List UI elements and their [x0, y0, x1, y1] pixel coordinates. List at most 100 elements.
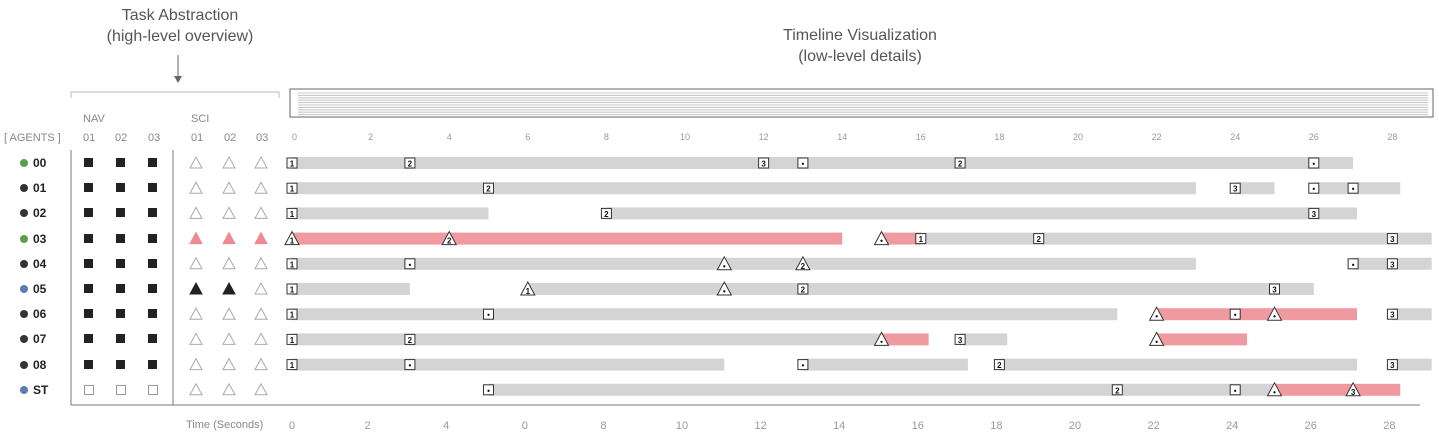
timeline-bar[interactable]: [292, 232, 843, 245]
nav-event-marker[interactable]: 1: [286, 258, 298, 270]
nav-event-marker[interactable]: 1: [286, 207, 298, 219]
nav-event-marker[interactable]: •: [1347, 182, 1359, 194]
nav-event-marker[interactable]: 3: [1386, 308, 1398, 320]
timeline-bar[interactable]: [1156, 308, 1358, 321]
sci-task-triangle: [222, 181, 236, 194]
timeline-bar[interactable]: [292, 358, 725, 371]
agent-label[interactable]: 01: [20, 181, 46, 195]
sci-event-marker[interactable]: •: [716, 255, 733, 271]
timeline-bar[interactable]: [292, 283, 410, 295]
nav-event-marker[interactable]: 1: [286, 182, 298, 194]
nav-event-marker[interactable]: •: [1308, 182, 1320, 194]
timeline-bar[interactable]: [488, 383, 1275, 396]
nav-event-marker[interactable]: 2: [404, 157, 416, 169]
nav-event-marker[interactable]: •: [483, 308, 494, 320]
nav-event-marker[interactable]: 1: [286, 359, 298, 371]
top-tick-label: 2: [368, 132, 373, 142]
nav-event-marker[interactable]: 2: [1033, 233, 1045, 245]
nav-event-marker[interactable]: •: [483, 384, 494, 396]
nav-event-marker[interactable]: •: [1347, 258, 1359, 270]
nav-event-marker[interactable]: 2: [1111, 384, 1123, 396]
timeline-bar[interactable]: [920, 232, 1432, 245]
nav-event-marker[interactable]: •: [404, 258, 416, 270]
nav-event-marker[interactable]: 3: [954, 333, 966, 345]
nav-event-marker[interactable]: 2: [483, 182, 494, 194]
timeline-bar[interactable]: [802, 358, 968, 371]
agent-label[interactable]: ST: [20, 383, 48, 397]
sci-event-marker[interactable]: 1: [519, 280, 536, 296]
timeline-bars: [292, 157, 1432, 396]
marker-triangle: [441, 230, 458, 246]
timeline-bar[interactable]: [1235, 182, 1275, 195]
agent-id: 03: [33, 231, 47, 246]
agent-label[interactable]: 04: [20, 257, 46, 271]
nav-event-marker[interactable]: 1: [915, 233, 927, 245]
nav-event-marker[interactable]: 1: [286, 308, 298, 320]
agent-label[interactable]: 00: [20, 156, 46, 170]
timeline-bar[interactable]: [527, 283, 1314, 295]
nav-event-marker[interactable]: 3: [1229, 182, 1241, 194]
nav-event-marker[interactable]: •: [1229, 308, 1241, 320]
nav-event-marker[interactable]: 2: [600, 207, 612, 219]
sci-event-marker[interactable]: •: [1266, 306, 1283, 321]
timeline-bar[interactable]: [292, 157, 1354, 169]
marker-label: •: [723, 287, 726, 296]
nav-task-square: [116, 284, 125, 293]
nav-event-marker[interactable]: 2: [797, 283, 809, 295]
sci-event-marker[interactable]: •: [1266, 381, 1283, 397]
nav-event-marker[interactable]: 2: [404, 333, 416, 345]
timeline-bar[interactable]: [606, 207, 1358, 220]
nav-task-square: [148, 158, 157, 167]
timeline-bar[interactable]: [881, 333, 929, 346]
nav-event-marker[interactable]: •: [1229, 384, 1241, 396]
nav-task-square: [116, 208, 125, 218]
nav-event-marker[interactable]: 3: [1269, 283, 1280, 295]
timeline-bar[interactable]: [881, 232, 921, 245]
timeline-bar[interactable]: [999, 358, 1358, 371]
timeline-bar[interactable]: [292, 207, 489, 220]
sci-event-marker[interactable]: 3: [1345, 381, 1361, 397]
marker-square: [600, 207, 612, 219]
nav-event-marker[interactable]: 1: [286, 157, 298, 169]
agent-label[interactable]: 07: [20, 332, 46, 346]
sci-event-marker[interactable]: 2: [795, 255, 811, 271]
nav-event-marker[interactable]: 2: [993, 359, 1005, 371]
sci-event-marker[interactable]: 1: [284, 230, 300, 246]
timeline-bar[interactable]: [1156, 333, 1247, 346]
agent-label[interactable]: 05: [20, 282, 46, 296]
timeline-bar[interactable]: [292, 182, 1196, 195]
nav-event-marker[interactable]: 3: [758, 157, 770, 169]
sci-event-marker[interactable]: •: [1148, 331, 1165, 346]
nav-event-marker[interactable]: 3: [1386, 233, 1398, 245]
timeline-bar[interactable]: [292, 308, 1118, 321]
nav-event-marker[interactable]: •: [404, 359, 416, 371]
agent-label[interactable]: 03: [20, 232, 46, 246]
nav-event-marker[interactable]: 2: [954, 157, 966, 169]
nav-event-marker[interactable]: 3: [1386, 258, 1398, 270]
nav-event-marker[interactable]: 1: [286, 333, 298, 345]
nav-event-marker[interactable]: •: [1308, 157, 1320, 169]
timeline-bar[interactable]: [292, 333, 882, 346]
sci-event-marker[interactable]: •: [1148, 306, 1165, 321]
agent-label[interactable]: 06: [20, 307, 46, 321]
bottom-tick-label: 8: [600, 420, 606, 432]
sci-event-marker[interactable]: 2: [441, 230, 458, 246]
agent-label[interactable]: 02: [20, 206, 46, 220]
sci-event-marker[interactable]: •: [873, 230, 890, 246]
timeline-bar[interactable]: [292, 257, 1196, 270]
agent-label[interactable]: 08: [20, 358, 46, 372]
agent-status-dot: [20, 285, 28, 293]
marker-square: [1386, 308, 1398, 320]
timeline-bar[interactable]: [960, 333, 1008, 346]
arrow-down-icon: [174, 76, 182, 83]
nav-event-marker[interactable]: 3: [1308, 207, 1320, 219]
nav-event-marker[interactable]: •: [797, 157, 809, 169]
nav-event-marker[interactable]: 1: [286, 283, 298, 295]
timeline-bar[interactable]: [1274, 383, 1401, 396]
timeline-bar[interactable]: [1392, 358, 1432, 371]
sci-event-marker[interactable]: •: [716, 280, 733, 296]
nav-event-marker[interactable]: 3: [1386, 359, 1398, 371]
nav-event-marker[interactable]: •: [797, 359, 809, 371]
timeline-bar[interactable]: [1392, 308, 1432, 321]
sci-event-marker[interactable]: •: [873, 331, 890, 346]
